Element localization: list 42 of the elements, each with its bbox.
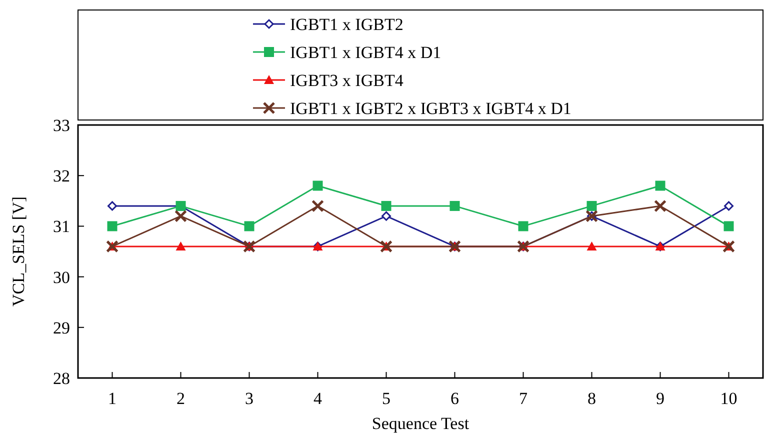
point xyxy=(722,240,735,253)
x-tick-label: 9 xyxy=(656,389,664,408)
y-tick-label: 31 xyxy=(53,217,70,236)
legend-label: IGBT1 x IGBT4 x D1 xyxy=(290,43,442,62)
legend-label: IGBT1 x IGBT2 x IGBT3 x IGBT4 x D1 xyxy=(290,99,572,118)
point xyxy=(724,221,734,232)
point xyxy=(312,200,324,212)
point xyxy=(655,180,666,191)
point xyxy=(244,221,254,232)
point xyxy=(518,221,528,232)
point xyxy=(174,210,187,222)
x-tick-label: 8 xyxy=(588,389,596,408)
y-tick-label: 30 xyxy=(53,268,70,287)
x-tick-label: 4 xyxy=(314,389,322,408)
point xyxy=(450,200,460,211)
x-tick-label: 6 xyxy=(450,389,459,408)
y-axis-title: VCL_SELS [V] xyxy=(9,196,28,307)
y-tick-label: 32 xyxy=(53,166,70,186)
point xyxy=(312,180,323,191)
point xyxy=(724,201,734,211)
x-tick-label: 3 xyxy=(245,389,254,408)
x-tick-label: 5 xyxy=(382,389,390,408)
point xyxy=(106,240,118,253)
point xyxy=(108,201,117,211)
y-tick-label: 29 xyxy=(53,318,70,338)
legend-label: IGBT1 x IGBT2 xyxy=(290,15,404,34)
point xyxy=(586,200,597,211)
x-tick-label: 2 xyxy=(176,389,185,408)
x-tick-label: 7 xyxy=(519,389,528,408)
x-axis-title: Sequence Test xyxy=(372,414,470,433)
point xyxy=(382,211,391,221)
point xyxy=(654,200,666,212)
point xyxy=(176,241,186,250)
point xyxy=(380,240,392,253)
legend-label: IGBT3 x IGBT4 xyxy=(290,71,404,90)
x-tick-label: 10 xyxy=(720,389,738,408)
point xyxy=(586,241,597,250)
point xyxy=(107,221,118,232)
x-tick-label: 1 xyxy=(108,389,116,408)
y-tick-label: 28 xyxy=(53,369,70,388)
y-tick-label: 33 xyxy=(53,116,70,135)
point xyxy=(381,200,392,211)
